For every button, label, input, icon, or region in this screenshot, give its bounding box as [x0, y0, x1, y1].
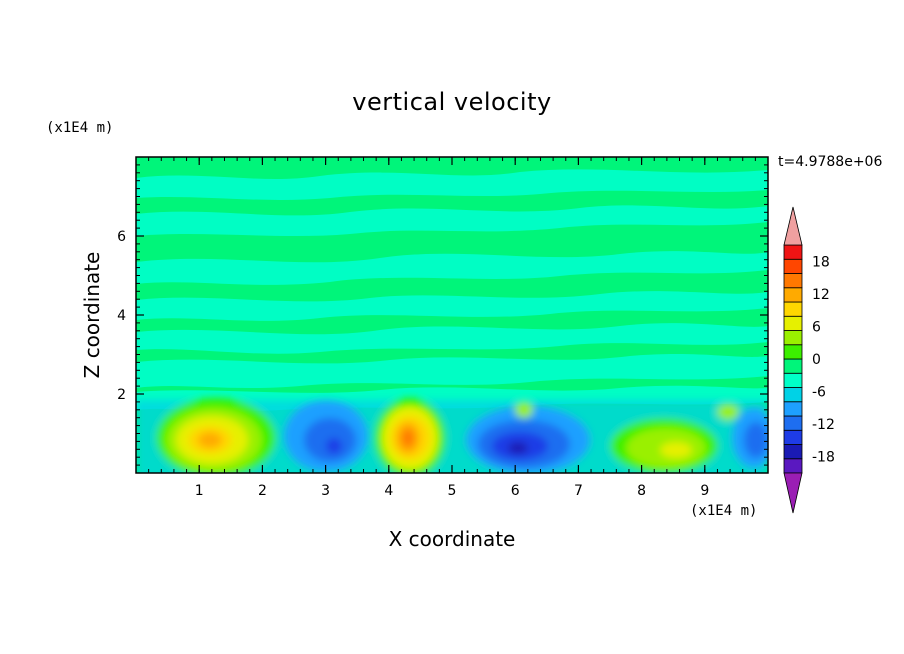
- x-axis-label: X coordinate: [388, 527, 516, 551]
- x-tick-label: 8: [637, 483, 646, 499]
- x-tick-label: 9: [700, 483, 709, 499]
- colorbar-swatch: [783, 372, 803, 388]
- x-tick-label: 5: [448, 483, 457, 499]
- colorbar-swatch: [783, 387, 803, 403]
- x-tick-label: 7: [574, 483, 583, 499]
- colorbar-swatch: [783, 301, 803, 317]
- y-tick-label: 6: [117, 229, 126, 245]
- x-tick-label: 2: [258, 483, 267, 499]
- x-tick-label: 4: [384, 483, 393, 499]
- colorbar-min-extension: [783, 472, 803, 514]
- colorbar-tick-label: 12: [812, 287, 830, 303]
- chart-title: vertical velocity: [352, 88, 552, 116]
- colorbar-swatch: [783, 244, 803, 260]
- colorbar-tick-label: 18: [812, 254, 830, 270]
- x-tick-label: 1: [195, 483, 204, 499]
- colorbar-tick-label: -6: [812, 385, 826, 401]
- colorbar-tick-label: -12: [812, 417, 835, 433]
- zero-band-texture: [136, 169, 768, 412]
- colorbar-swatch: [783, 415, 803, 431]
- colorbar-swatch: [783, 330, 803, 346]
- colorbar-swatch: [783, 401, 803, 417]
- convective-cells: [136, 398, 768, 473]
- colorbar-swatch: [783, 458, 803, 474]
- colorbar-swatch: [783, 273, 803, 289]
- colorbar-max-extension: [783, 206, 803, 246]
- y-tick-label: 4: [117, 308, 126, 324]
- colorbar-swatch: [783, 315, 803, 331]
- colorbar-swatch: [783, 429, 803, 445]
- x-axis-units: (x1E4 m): [690, 503, 758, 519]
- colorbar-tick-label: 0: [812, 352, 821, 368]
- time-label: t=4.9788e+06: [778, 154, 883, 170]
- plot-area: [136, 157, 768, 473]
- colorbar-swatch: [783, 444, 803, 460]
- colorbar-tick-label: 6: [812, 319, 821, 335]
- colorbar-swatch: [783, 258, 803, 274]
- y-tick-label: 2: [117, 387, 126, 403]
- colorbar-tick-label: -18: [812, 450, 835, 466]
- colorbar-swatch: [783, 358, 803, 374]
- z-axis-units: (x1E4 m): [46, 120, 114, 136]
- x-axis-ticks: 1 2 3 4 5 6 7 8 9: [148, 157, 769, 499]
- y-axis-ticks: 2 4 6: [117, 164, 768, 466]
- x-tick-label: 6: [511, 483, 520, 499]
- x-tick-label: 3: [321, 483, 330, 499]
- colorbar-swatch: [783, 344, 803, 360]
- colorbar: 18 12 6 0 -6 -12 -18: [783, 206, 835, 514]
- colorbar-swatch: [783, 287, 803, 303]
